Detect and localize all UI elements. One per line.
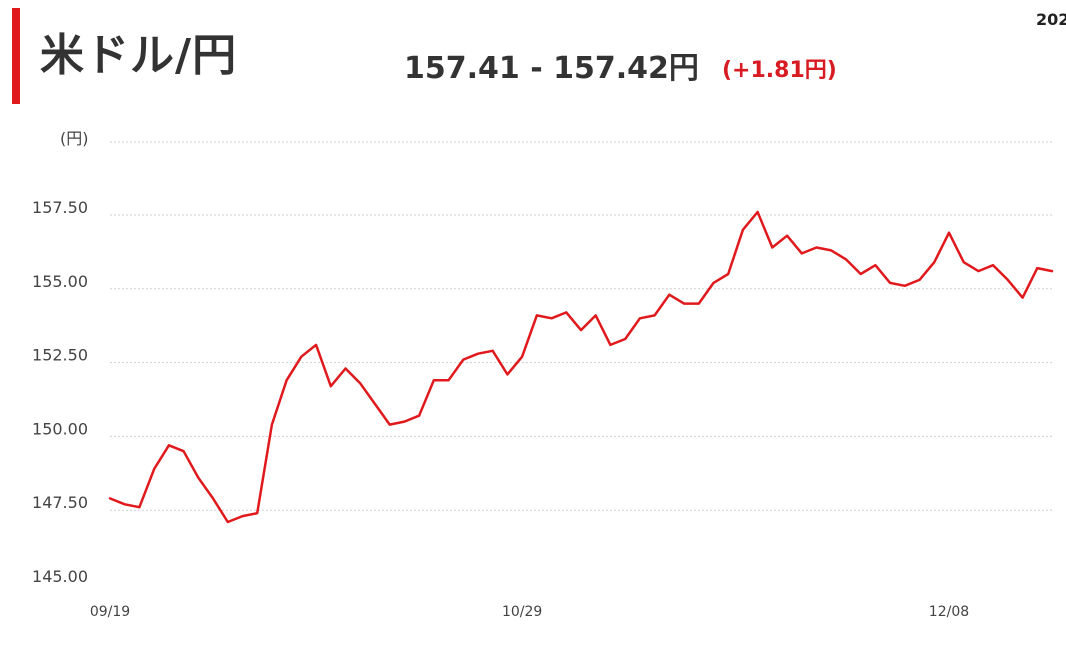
- y-axis-ticks: 145.00 147.50 150.00 152.50 155.00 157.50: [32, 198, 88, 586]
- y-tick-label: 152.50: [32, 346, 88, 365]
- x-tick-label: 09/19: [90, 604, 130, 620]
- y-tick-label: 150.00: [32, 419, 88, 438]
- y-tick-label: 147.50: [32, 493, 88, 512]
- currency-pair-title: 米ドル/円: [40, 30, 238, 81]
- y-tick-label: 157.50: [32, 198, 88, 217]
- price-change: (+1.81円): [722, 58, 837, 83]
- x-axis-ticks: 09/19 10/29 12/08: [90, 604, 969, 620]
- y-tick-label: 145.00: [32, 567, 88, 586]
- title-accent-bar: [12, 8, 20, 104]
- price-series-line: [108, 210, 1054, 524]
- bid-ask-quote: 157.41 - 157.42円: [404, 51, 699, 86]
- y-axis-unit-label: (円): [60, 129, 89, 148]
- x-tick-label: 10/29: [502, 604, 542, 620]
- x-tick-label: 12/08: [929, 604, 969, 620]
- corner-date: 202: [1036, 10, 1066, 29]
- y-tick-label: 155.00: [32, 272, 88, 291]
- grid-lines: [110, 141, 1052, 511]
